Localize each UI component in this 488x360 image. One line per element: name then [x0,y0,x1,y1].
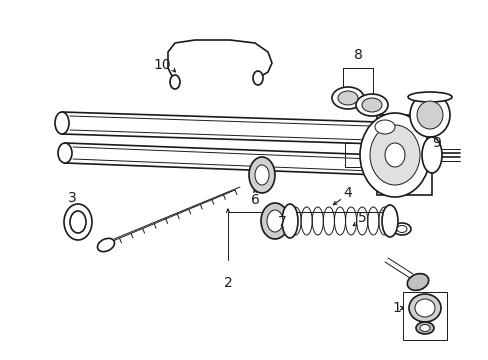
Text: 2: 2 [223,276,232,290]
Text: 6: 6 [250,193,259,207]
Ellipse shape [97,238,114,252]
Ellipse shape [421,137,441,173]
Ellipse shape [170,75,180,89]
Ellipse shape [355,94,387,116]
Ellipse shape [416,101,442,129]
Ellipse shape [64,204,92,240]
Ellipse shape [361,98,381,112]
Bar [345,143,394,167]
Text: 3: 3 [67,191,76,205]
Ellipse shape [381,205,397,237]
Ellipse shape [369,125,419,185]
Ellipse shape [261,203,288,239]
Ellipse shape [408,294,440,322]
Ellipse shape [407,92,451,102]
Ellipse shape [374,120,394,134]
Text: 10: 10 [153,58,170,72]
Text: 4: 4 [343,186,352,200]
Ellipse shape [331,87,363,109]
Ellipse shape [254,165,268,185]
Ellipse shape [359,113,429,197]
Ellipse shape [414,299,434,317]
Ellipse shape [70,211,86,233]
Ellipse shape [58,143,72,163]
Ellipse shape [248,157,274,193]
Ellipse shape [266,210,283,232]
Ellipse shape [252,71,263,85]
Ellipse shape [415,322,433,334]
Ellipse shape [55,112,69,134]
Text: 9: 9 [432,136,441,150]
Ellipse shape [337,91,357,105]
Ellipse shape [409,93,449,137]
Text: 1: 1 [392,301,401,315]
Text: 8: 8 [353,48,362,62]
Ellipse shape [396,225,406,233]
Ellipse shape [407,274,428,291]
Ellipse shape [392,223,410,235]
Bar [376,115,431,195]
Text: 5: 5 [357,211,366,225]
Bar [402,292,446,340]
Ellipse shape [282,204,297,238]
Ellipse shape [384,143,404,167]
Ellipse shape [419,324,429,332]
Text: 7: 7 [277,215,286,229]
